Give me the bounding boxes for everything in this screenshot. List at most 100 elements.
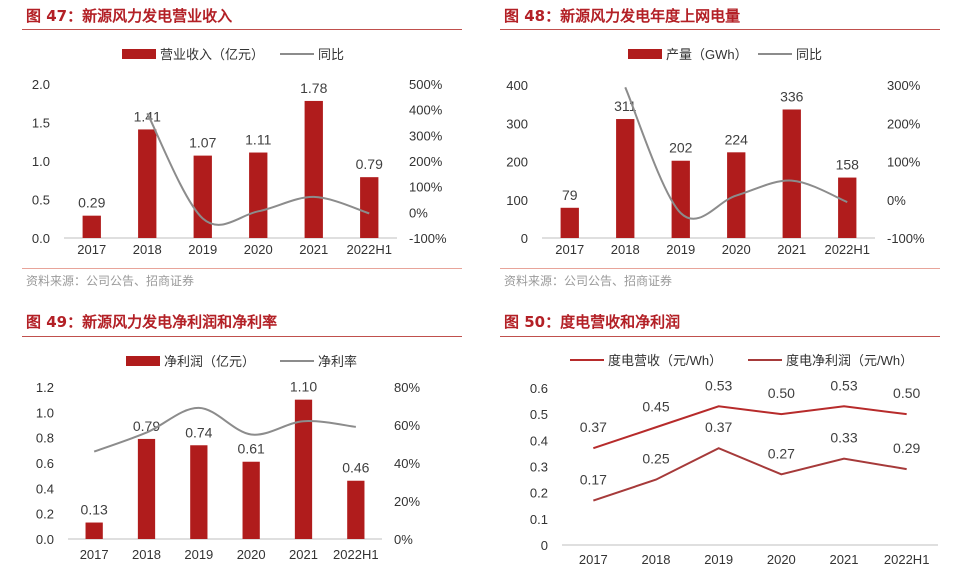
chart-panel-per-unit: 图 50：度电营收和净利润 度电营收（元/Wh） 度电净利润（元/Wh） 0 0.1 0…	[500, 310, 940, 569]
chart-title: 图 50：度电营收和净利润	[504, 313, 681, 331]
y-tick-label: 0.5	[530, 407, 548, 422]
legend-label: 营业收入（亿元）	[160, 47, 264, 62]
y2-tick-label: 200%	[887, 116, 921, 131]
data-label: 0.13	[81, 502, 108, 518]
legend-label: 同比	[796, 47, 822, 62]
bar	[360, 177, 379, 238]
bar	[138, 129, 157, 238]
x-tick-label: 2017	[80, 547, 109, 562]
bar	[82, 215, 101, 238]
source-rule	[500, 268, 940, 269]
legend-label: 净利率	[318, 354, 357, 369]
bar	[304, 100, 323, 238]
x-tick-label: 2022H1	[884, 552, 930, 567]
source-rule	[22, 268, 462, 269]
y-tick-label: 2.0	[32, 77, 50, 92]
y2-tick-label: 100%	[409, 180, 443, 195]
data-label: 0.46	[342, 460, 369, 476]
bar	[671, 160, 690, 238]
x-tick-label: 2020	[767, 552, 796, 567]
y-tick-label: 0.6	[530, 381, 548, 396]
y-tick-label: 0.5	[32, 193, 50, 208]
y-tick-label: 0.6	[36, 456, 54, 471]
y2-tick-label: 80%	[394, 380, 420, 395]
legend-label: 度电净利润（元/Wh）	[786, 353, 913, 368]
y2-tick-label: 0%	[409, 205, 428, 220]
y-tick-label: 300	[506, 116, 528, 131]
data-label: 0.50	[893, 385, 920, 401]
y-tick-label: 1.5	[32, 116, 50, 131]
chart-panel-revenue: 图 47：新源风力发电营业收入 营业收入（亿元） 同比 0.0 0.5 1.0 1.5 2.…	[22, 4, 462, 294]
series-line	[146, 112, 370, 226]
x-tick-label: 2018	[642, 552, 671, 567]
chart-generation: 产量（GWh） 同比 0 100 200 300 400 -100% 0% 100% 200% 300…	[506, 47, 925, 257]
bar	[137, 438, 156, 539]
y2-tick-label: 500%	[409, 77, 443, 92]
y-tick-label: 0.1	[530, 512, 548, 527]
data-label: 0.53	[705, 377, 732, 393]
chart-panel-net-profit: 图 49：新源风力发电净利润和净利率 净利润（亿元） 净利率 0.0 0.2 0.4 0.…	[22, 310, 462, 569]
series-line	[93, 406, 356, 453]
bar	[249, 152, 268, 238]
data-label: 158	[836, 157, 860, 173]
bar	[347, 480, 365, 539]
legend-swatch-bar	[628, 49, 662, 59]
y2-tick-label: 40%	[394, 456, 420, 471]
data-label: 1.41	[134, 108, 161, 124]
y-tick-label: 0.4	[530, 433, 548, 448]
x-tick-label: 2017	[555, 242, 584, 257]
x-tick-label: 2018	[611, 242, 640, 257]
x-tick-label: 2019	[184, 547, 213, 562]
y-tick-label: 100	[506, 193, 528, 208]
y2-tick-label: 60%	[394, 418, 420, 433]
data-label: 0.53	[830, 377, 857, 393]
x-tick-label: 2017	[579, 552, 608, 567]
x-tick-label: 2018	[133, 242, 162, 257]
data-label: 0.50	[768, 385, 795, 401]
y-tick-label: 400	[506, 78, 528, 93]
y2-tick-label: 200%	[409, 154, 443, 169]
y2-tick-label: 100%	[887, 155, 921, 170]
chart-title: 图 49：新源风力发电净利润和净利率	[26, 313, 278, 331]
x-tick-label: 2019	[188, 242, 217, 257]
x-tick-label: 2019	[666, 242, 695, 257]
x-tick-label: 2021	[777, 242, 806, 257]
y2-tick-label: 20%	[394, 494, 420, 509]
chart-panel-generation: 图 48：新源风力发电年度上网电量 产量（GWh） 同比 0 100 200 300 400…	[500, 4, 940, 294]
data-label: 79	[562, 187, 578, 203]
y2-tick-label: 300%	[887, 78, 921, 93]
series-line	[593, 447, 907, 502]
source-note: 资料来源：公司公告、招商证券	[504, 274, 673, 288]
legend-label: 同比	[318, 47, 344, 62]
data-label: 0.17	[580, 472, 607, 488]
data-label: 0.37	[705, 419, 732, 435]
data-label: 202	[669, 140, 693, 156]
chart-title: 图 48：新源风力发电年度上网电量	[504, 7, 741, 25]
chart-per-unit: 度电营收（元/Wh） 度电净利润（元/Wh） 0 0.1 0.2 0.3 0.4 0.5 0.6…	[530, 353, 938, 567]
x-tick-label: 2019	[704, 552, 733, 567]
data-label: 0.37	[580, 419, 607, 435]
y2-tick-label: -100%	[887, 231, 925, 246]
data-label: 0.33	[830, 430, 857, 446]
y2-tick-label: 300%	[409, 128, 443, 143]
bar	[85, 522, 103, 539]
y2-tick-label: 400%	[409, 103, 443, 118]
chart-title: 图 47：新源风力发电营业收入	[26, 7, 233, 25]
data-label: 1.11	[245, 132, 271, 148]
x-tick-label: 2018	[132, 547, 161, 562]
y-tick-label: 1.0	[36, 405, 54, 420]
y-tick-label: 0.0	[36, 532, 54, 547]
data-label: 1.07	[189, 135, 216, 151]
data-label: 0.29	[893, 440, 920, 456]
y-tick-label: 1.0	[32, 154, 50, 169]
chart-net-profit: 净利润（亿元） 净利率 0.0 0.2 0.4 0.6 0.8 1.0 1.2 0% 20% 40% 6…	[36, 354, 421, 562]
x-tick-label: 2021	[289, 547, 318, 562]
x-tick-label: 2017	[77, 242, 106, 257]
bar	[193, 155, 212, 238]
bar	[838, 177, 857, 238]
x-tick-label: 2022H1	[346, 242, 392, 257]
data-label: 1.78	[300, 80, 327, 96]
x-tick-label: 2021	[830, 552, 859, 567]
data-label: 0.27	[768, 445, 795, 461]
series-line	[593, 405, 907, 450]
